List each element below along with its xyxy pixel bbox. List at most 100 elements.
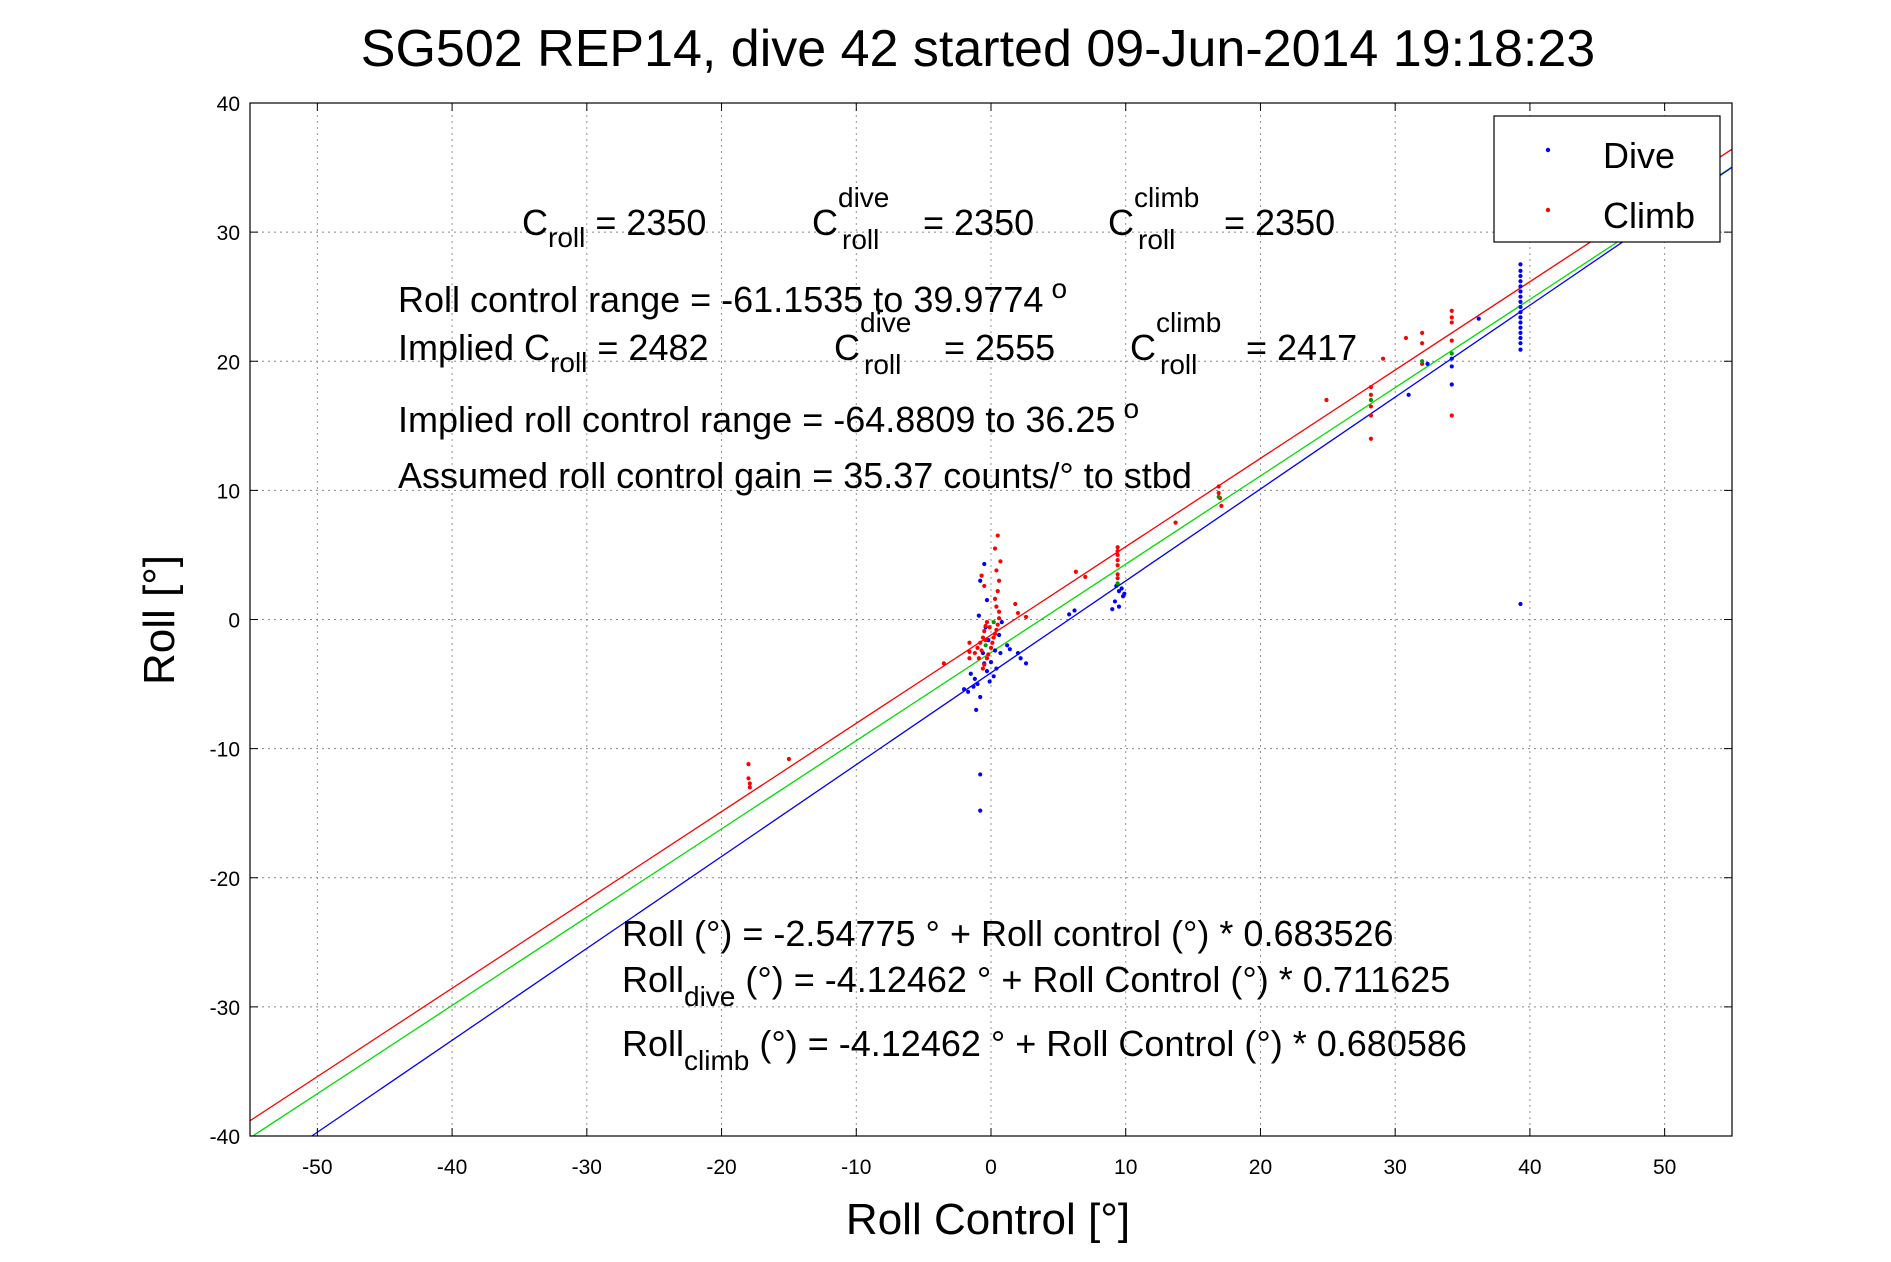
legend-box bbox=[1493, 115, 1721, 243]
dive-point bbox=[1406, 392, 1411, 397]
climb-point bbox=[967, 640, 972, 645]
climb-point bbox=[1083, 574, 1088, 579]
dive-point bbox=[971, 684, 976, 689]
climb-point bbox=[1115, 563, 1120, 568]
climb-point bbox=[1115, 572, 1120, 577]
dive-point bbox=[1518, 601, 1523, 607]
climb-point bbox=[992, 631, 998, 636]
dive-point bbox=[975, 681, 980, 687]
dive-point bbox=[1119, 586, 1124, 591]
legend: Dive Climb bbox=[1493, 115, 1721, 243]
climb-point bbox=[1403, 335, 1409, 341]
dive-point bbox=[1518, 273, 1523, 279]
series-2-point bbox=[1449, 351, 1454, 356]
dive-point bbox=[968, 671, 973, 676]
dive-point bbox=[978, 578, 983, 583]
dive-point bbox=[984, 598, 990, 603]
climb-point bbox=[972, 650, 977, 656]
climb-point bbox=[1449, 338, 1454, 343]
x-tick-label: 0 bbox=[985, 1156, 997, 1179]
climb-point bbox=[994, 568, 999, 573]
climb-point bbox=[747, 785, 752, 790]
annotation-fit-climb: Rollclimb (°) = -4.12462 ° + Roll Contro… bbox=[622, 1023, 1467, 1076]
climb-point bbox=[1449, 315, 1454, 320]
annotation-croll-climb: Cclimb roll = 2350 bbox=[1108, 182, 1335, 255]
y-tick-label: -30 bbox=[210, 997, 240, 1020]
climb-point bbox=[979, 573, 984, 578]
climb-point bbox=[992, 546, 998, 551]
series-2-point bbox=[1368, 397, 1374, 403]
climb-point bbox=[991, 635, 996, 640]
dive-point bbox=[1518, 341, 1523, 346]
dive-point bbox=[1116, 588, 1122, 594]
climb-point bbox=[979, 648, 984, 653]
dive-point bbox=[1518, 279, 1523, 284]
dive-point bbox=[1449, 382, 1454, 387]
dive-point bbox=[1518, 315, 1523, 320]
y-tick-label: -10 bbox=[210, 739, 240, 762]
x-tick-label: -20 bbox=[706, 1156, 736, 1179]
climb-point bbox=[983, 638, 988, 643]
climb-point bbox=[967, 656, 972, 661]
climb-point bbox=[786, 756, 792, 762]
climb-point bbox=[1216, 490, 1221, 496]
ticks: -50 -40 -30 -20 -10 0 10 20 30 40 50 -40 -30 -20 -10 0 1… bbox=[210, 93, 1732, 1179]
annotation-implied-dive: Cdive roll = 2555 bbox=[834, 307, 1055, 380]
dive-point bbox=[1072, 608, 1077, 613]
fit-line-0 bbox=[249, 148, 1733, 1122]
plot-area: -50 -40 -30 -20 -10 0 10 20 30 40 50 -40 -30 -20 -10 0 1… bbox=[210, 93, 1733, 1179]
dive-point bbox=[978, 772, 983, 777]
dive-point bbox=[1005, 643, 1010, 648]
climb-point bbox=[1216, 484, 1221, 489]
climb-point bbox=[982, 662, 987, 667]
dive-point bbox=[1067, 612, 1072, 617]
y-tick-label: -20 bbox=[210, 868, 240, 891]
annotation-fit-dive: Rolldive (°) = -4.12462 ° + Roll Control… bbox=[622, 959, 1450, 1012]
climb-point bbox=[982, 583, 987, 589]
annotation-range: Roll control range = -61.1535 to 39.9774… bbox=[398, 273, 1067, 320]
y-tick-label: 40 bbox=[217, 93, 240, 116]
climb-point bbox=[984, 619, 990, 625]
dive-point bbox=[974, 707, 979, 712]
dive-point bbox=[1122, 591, 1127, 596]
dive-point bbox=[1023, 661, 1029, 666]
annotation-croll-dive: Cdive roll = 2350 bbox=[812, 182, 1034, 255]
y-axis-title: Roll [°] bbox=[135, 555, 184, 685]
chart-title: SG502 REP14, dive 42 started 09-Jun-2014… bbox=[361, 20, 1595, 78]
annotation-implied-range: Implied roll control range = -64.8809 to… bbox=[398, 393, 1139, 440]
climb-point bbox=[1420, 330, 1425, 335]
climb-point bbox=[988, 645, 994, 651]
climb-point bbox=[1420, 341, 1425, 346]
climb-point bbox=[982, 629, 987, 634]
climb-point bbox=[996, 609, 1002, 614]
dive-point bbox=[1518, 304, 1523, 310]
annotation-croll: Croll = 2350 bbox=[522, 202, 706, 253]
climb-point bbox=[1115, 558, 1120, 563]
climb-point bbox=[1368, 413, 1374, 418]
dive-point bbox=[987, 679, 992, 684]
climb-point bbox=[1219, 503, 1224, 508]
series-2-point bbox=[1420, 359, 1425, 364]
x-tick-label: -10 bbox=[841, 1156, 871, 1179]
climb-point bbox=[967, 649, 972, 654]
climb-point bbox=[1380, 356, 1386, 361]
climb-point bbox=[1324, 397, 1329, 403]
x-tick-label: 50 bbox=[1653, 1156, 1676, 1179]
climb-point bbox=[1073, 569, 1078, 574]
legend-label-climb: Climb bbox=[1603, 195, 1695, 236]
climb-point bbox=[984, 656, 990, 661]
dive-point bbox=[965, 689, 971, 694]
annotation-fit-all: Roll (°) = -2.54775 ° + Roll control (°)… bbox=[622, 913, 1394, 954]
dive-point bbox=[1116, 604, 1122, 609]
dive-point bbox=[988, 660, 994, 665]
x-tick-label: -50 bbox=[302, 1156, 332, 1179]
climb-point bbox=[1013, 601, 1018, 607]
dive-point bbox=[984, 669, 990, 674]
dive-point bbox=[1518, 330, 1523, 335]
dive-point bbox=[994, 666, 999, 671]
climb-point bbox=[996, 616, 1002, 621]
climb-point bbox=[998, 559, 1003, 564]
climb-point bbox=[1173, 520, 1178, 525]
dive-point bbox=[1449, 364, 1454, 369]
dive-point bbox=[1518, 325, 1523, 330]
